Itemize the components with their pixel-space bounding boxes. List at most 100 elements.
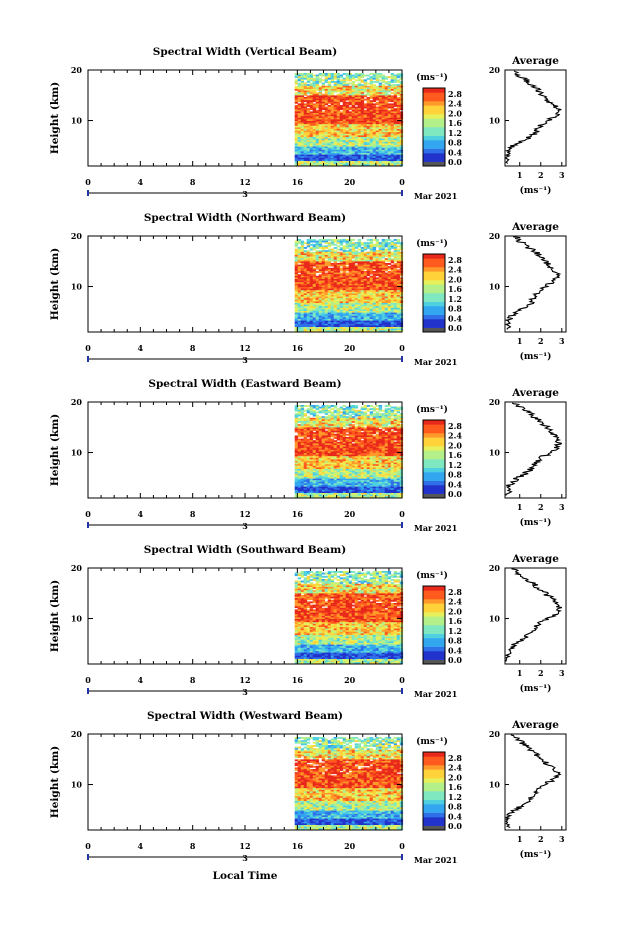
heatmap-cell xyxy=(333,101,338,104)
heatmap-cell xyxy=(360,422,365,425)
heatmap-cell xyxy=(306,266,311,269)
heatmap-cell xyxy=(315,258,320,261)
heatmap-cell xyxy=(381,149,386,152)
heatmap-cell xyxy=(330,271,335,273)
heatmap-cell xyxy=(309,79,314,82)
heatmap-cell xyxy=(375,114,380,117)
heatmap-cell xyxy=(351,116,356,119)
heatmap-cell xyxy=(360,327,365,329)
heatmap-cell xyxy=(390,258,395,261)
heatmap-cell xyxy=(300,299,305,302)
heatmap-cell xyxy=(369,301,374,304)
heatmap-cell xyxy=(348,261,353,264)
heatmap-cell xyxy=(366,133,371,136)
heatmap-cell xyxy=(327,156,332,159)
heatmap-cell xyxy=(300,132,305,135)
date-label: 3 xyxy=(242,355,248,365)
heatmap-cell xyxy=(366,111,371,114)
heatmap-cell xyxy=(387,119,392,122)
heatmap-cell xyxy=(378,288,383,291)
heatmap-cell xyxy=(387,124,392,127)
heatmap-cell xyxy=(300,311,305,313)
heatmap-cell xyxy=(348,414,353,417)
heatmap-cell xyxy=(345,311,350,313)
heatmap-cell xyxy=(393,101,398,104)
heatmap-cell xyxy=(372,157,377,160)
heatmap-cell xyxy=(360,97,365,99)
heatmap-cell xyxy=(324,274,329,277)
heatmap-cell xyxy=(294,275,299,278)
heatmap-cell xyxy=(333,298,338,301)
heatmap-cell xyxy=(327,132,332,135)
heatmap-cell xyxy=(393,84,398,87)
heatmap-cell xyxy=(321,138,326,141)
heatmap-cell xyxy=(306,243,311,246)
heatmap-cell xyxy=(324,417,329,420)
heatmap-cell xyxy=(342,106,347,109)
heatmap-cell xyxy=(294,258,299,261)
heatmap-cell xyxy=(342,135,347,138)
heatmap-cell xyxy=(306,153,311,155)
heatmap-cell xyxy=(369,247,374,249)
heatmap-cell xyxy=(327,271,332,273)
heatmap-cell xyxy=(393,307,398,310)
heatmap-cell xyxy=(339,282,344,285)
heatmap-cell xyxy=(399,137,404,139)
heatmap-cell xyxy=(324,430,329,433)
heatmap-cell xyxy=(327,405,332,407)
heatmap-cell xyxy=(342,259,347,262)
heatmap-cell xyxy=(312,251,317,254)
heatmap-cell xyxy=(369,271,374,273)
heatmap-cell xyxy=(366,263,371,265)
heatmap-cell xyxy=(297,328,302,331)
heatmap-cell xyxy=(315,287,320,289)
heatmap-cell xyxy=(324,304,329,307)
heatmap-cell xyxy=(396,311,401,313)
heatmap-cell xyxy=(378,133,383,136)
heatmap-cell xyxy=(357,154,362,157)
heatmap-cell xyxy=(345,251,350,254)
colorbar-segment xyxy=(423,122,445,128)
heatmap-cell xyxy=(309,74,314,77)
heatmap-cell xyxy=(345,153,350,155)
heatmap-cell xyxy=(333,137,338,139)
heatmap-cell xyxy=(318,253,323,256)
heatmap-cell xyxy=(360,320,365,323)
heatmap-cell xyxy=(327,98,332,101)
heatmap-cell xyxy=(372,77,377,80)
heatmap-cell xyxy=(369,264,374,267)
heatmap-cell xyxy=(378,122,383,125)
heatmap-cell xyxy=(306,275,311,278)
heatmap-cell xyxy=(309,240,314,243)
heatmap-cell xyxy=(363,298,368,301)
heatmap-cells xyxy=(294,73,404,167)
heatmap-cell xyxy=(324,306,329,309)
heatmap-cell xyxy=(300,84,305,87)
heatmap-cell xyxy=(354,304,359,307)
heatmap-cell xyxy=(333,161,338,163)
heatmap-cell xyxy=(306,137,311,139)
heatmap-cell xyxy=(333,81,338,83)
heatmap-cell xyxy=(375,101,380,104)
heatmap-cell xyxy=(342,419,347,422)
heatmap-cell xyxy=(303,264,308,267)
heatmap-cell xyxy=(357,141,362,144)
heatmap-cell xyxy=(321,153,326,155)
heatmap-cell xyxy=(384,266,389,269)
heatmap-cell xyxy=(333,293,338,296)
heatmap-cell xyxy=(324,103,329,106)
heatmap-cell xyxy=(333,151,338,154)
heatmap-cell xyxy=(354,425,359,428)
heatmap-cell xyxy=(333,425,338,428)
heatmap-cell xyxy=(363,306,368,309)
heatmap-cell xyxy=(399,156,404,159)
heatmap-cell xyxy=(390,161,395,163)
average-x-label: (ms⁻¹) xyxy=(520,351,552,362)
colorbar-segment xyxy=(423,267,445,272)
heatmap-cell xyxy=(306,255,311,257)
heatmap-cell xyxy=(372,90,377,93)
heatmap-cell xyxy=(393,100,398,103)
heatmap-cell xyxy=(297,156,302,159)
heatmap-cell xyxy=(345,323,350,326)
heatmap-cell xyxy=(399,161,404,163)
